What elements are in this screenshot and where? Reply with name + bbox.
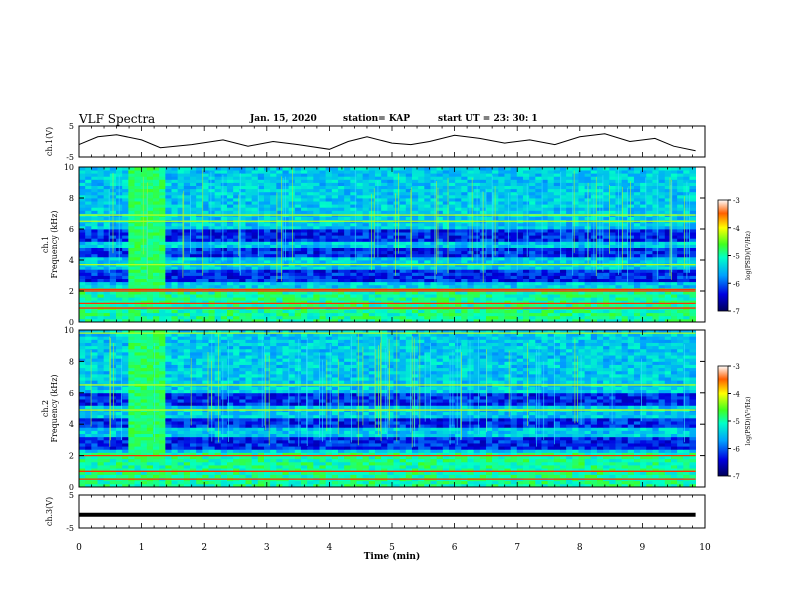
y-axis-label: ch.1(V) <box>45 127 54 156</box>
y-tick-label: 10 <box>64 326 74 335</box>
y-tick-label: 8 <box>69 357 74 366</box>
ch1-voltage-trace <box>78 133 696 152</box>
y-tick-label: 8 <box>69 194 74 203</box>
colorbar-tick-label: -7 <box>733 308 740 316</box>
y-tick-label: 2 <box>69 452 74 461</box>
colorbar-ch2 <box>717 365 729 477</box>
y-tick-label: -5 <box>66 524 74 533</box>
y-tick-label: 10 <box>64 163 74 172</box>
y-tick-label: -5 <box>66 153 74 162</box>
y-tick-label: 0 <box>69 318 74 327</box>
colorbar-tick-label: -4 <box>733 225 740 233</box>
y-tick-label: 4 <box>69 256 74 265</box>
x-tick-label: 10 <box>699 543 711 553</box>
colorbar-label: log(PSD)(V²/Hz) <box>745 397 752 446</box>
y-axis-label: Frequency (kHz) <box>50 210 59 278</box>
colorbar-tick-label: -3 <box>733 197 740 205</box>
colorbar-tick-label: -5 <box>733 418 740 426</box>
x-tick-label: 3 <box>264 543 270 553</box>
colorbar-ch1 <box>717 199 729 312</box>
station-label: station= KAP <box>343 114 411 124</box>
date-label: Jan. 15, 2020 <box>250 114 317 124</box>
y-tick-label: 5 <box>69 491 74 500</box>
colorbar-tick-label: -3 <box>733 363 740 371</box>
spectrogram-ch2 <box>79 330 697 488</box>
y-axis-label: ch.2 <box>41 400 50 417</box>
colorbar-tick-label: -6 <box>733 446 740 454</box>
start-time-label: start UT = 23: 30: 1 <box>438 114 538 124</box>
y-tick-label: 6 <box>69 225 74 234</box>
y-tick-label: 0 <box>69 483 74 492</box>
spectrogram-ch1 <box>79 167 697 323</box>
x-tick-label: 1 <box>139 543 145 553</box>
x-tick-label: 8 <box>577 543 583 553</box>
y-tick-label: 6 <box>69 389 74 398</box>
colorbar-label: log(PSD)(V²/Hz) <box>745 231 752 280</box>
y-axis-label: ch.1 <box>41 236 50 253</box>
y-axis-label: Frequency (kHz) <box>50 374 59 442</box>
figure-title: VLF Spectra <box>79 112 156 126</box>
x-tick-label: 5 <box>389 543 395 553</box>
x-tick-label: 7 <box>514 543 520 553</box>
x-tick-label: 6 <box>452 543 458 553</box>
x-tick-label: 4 <box>327 543 333 553</box>
x-axis-label: Time (min) <box>364 551 421 562</box>
y-tick-label: 4 <box>69 420 74 429</box>
colorbar-tick-label: -7 <box>733 473 740 481</box>
colorbar-tick-label: -4 <box>733 391 740 399</box>
y-axis-label: ch.3(V) <box>45 497 54 526</box>
colorbar-tick-label: -5 <box>733 253 740 261</box>
y-tick-label: 5 <box>69 122 74 131</box>
x-tick-label: 0 <box>76 543 82 553</box>
x-tick-label: 9 <box>640 543 646 553</box>
x-tick-label: 2 <box>201 543 207 553</box>
y-tick-label: 2 <box>69 287 74 296</box>
colorbar-tick-label: -6 <box>733 280 740 288</box>
